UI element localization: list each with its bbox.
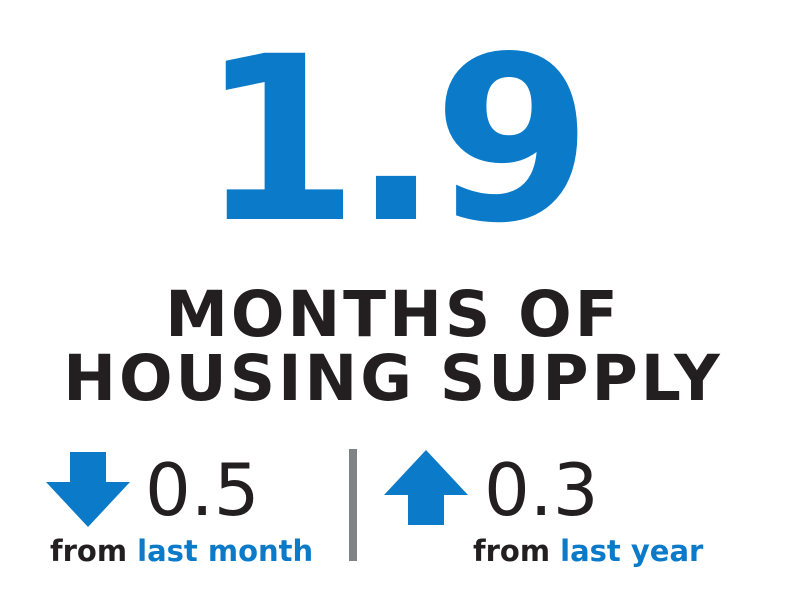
supply-label-line2: HOUSING SUPPLY (63, 342, 723, 415)
supply-label-line1: MONTHS OF (165, 278, 621, 351)
monthly-change-caption-prefix: from (50, 534, 138, 568)
yearly-change-caption-prefix: from (473, 534, 561, 568)
monthly-change-value: 0.5 (145, 448, 260, 532)
yearly-change-caption-period: last year (560, 534, 704, 568)
arrow-up-icon (384, 450, 468, 525)
yearly-change-value: 0.3 (484, 448, 599, 532)
stat-divider (349, 449, 357, 561)
months-supply-value: 1.9 (200, 7, 592, 273)
monthly-change-caption: from last month (50, 535, 313, 567)
yearly-change-caption: from last year (473, 535, 703, 567)
monthly-change-caption-period: last month (137, 534, 314, 568)
arrow-down-icon (46, 452, 130, 527)
